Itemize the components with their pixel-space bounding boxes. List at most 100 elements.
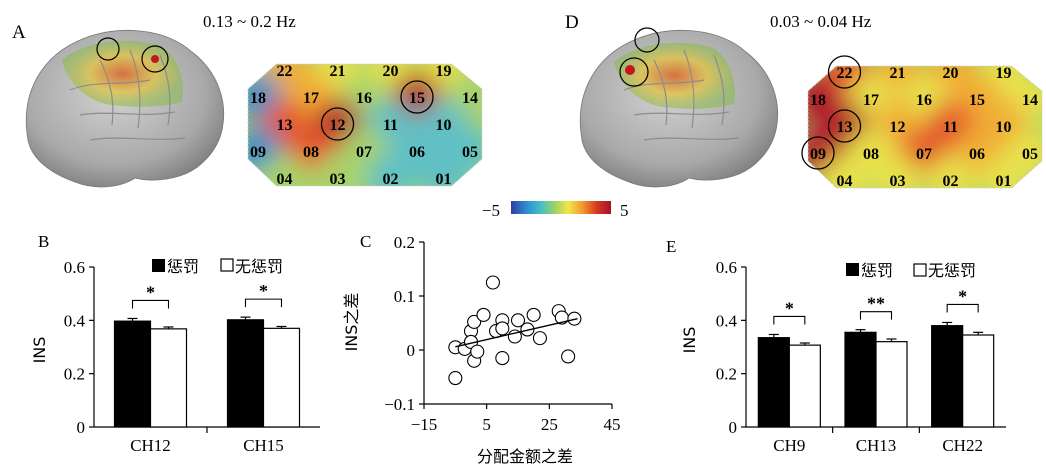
scatter-point-18 <box>526 307 541 322</box>
panel-a-band: 0.13 ~ 0.2 Hz <box>203 12 296 31</box>
channel-label-d-22: 22 <box>837 65 853 82</box>
panel-d: D 0.03 ~ 0.04 Hz 22 21 20 19 18 17 16 15 14 13 12 1… <box>565 12 1043 190</box>
significance-bracket-ch22 <box>946 303 979 313</box>
scatter-point-17 <box>520 322 535 337</box>
channel-label-d-10: 10 <box>996 119 1012 136</box>
brain-d-sulci <box>623 49 740 141</box>
significance-mark-ch13: ** <box>867 294 885 314</box>
channel-label-d-14: 14 <box>1022 92 1038 109</box>
bar-punish-ch9 <box>757 337 790 428</box>
channel-label-a-03: 03 <box>330 171 346 188</box>
bar-no-punish-ch15 <box>262 327 301 428</box>
channel-label-a-13: 13 <box>277 117 293 134</box>
channel-label-d-21: 21 <box>890 65 906 82</box>
panel-b-legend: 惩罚 无惩罚 <box>152 257 283 276</box>
brain-a-hotspot <box>151 55 159 63</box>
bar-no-punish-ch9 <box>788 344 821 428</box>
bar-punish-ch15 <box>226 319 265 428</box>
brain-a <box>25 30 225 188</box>
regression-line <box>455 317 578 348</box>
channel-label-a-22: 22 <box>277 63 293 80</box>
scatter-point-10 <box>485 275 500 290</box>
panel-b-letter: B <box>38 232 49 251</box>
scatter-point-2 <box>448 371 463 386</box>
colorbar: −5 5 <box>482 201 629 220</box>
channel-label-a-09: 09 <box>250 144 266 161</box>
heat-blob-a-ch02 <box>366 154 415 186</box>
significance-bracket-ch13 <box>859 311 893 320</box>
category-label-ch15: CH15 <box>243 436 284 455</box>
brain-d-hotspot <box>625 65 635 75</box>
channel-label-d-01: 01 <box>996 173 1012 190</box>
category-label-ch22: CH22 <box>942 436 983 455</box>
panel-b: B INS 0 0.2 0.4 0.6 * CH12 * CH15 惩罚 无惩罚 <box>30 232 320 455</box>
scatter-point-9 <box>476 307 491 322</box>
y-tick-label: 0.4 <box>64 311 86 330</box>
brain-d-marker-1 <box>634 27 660 53</box>
channel-map-d: 22 21 20 19 18 17 16 15 14 13 12 11 10 09 08 07 06 05 04 03… <box>801 55 1043 190</box>
channel-label-d-07: 07 <box>916 146 932 163</box>
category-label-ch12: CH12 <box>130 436 171 455</box>
scatter-point-23 <box>567 311 582 326</box>
legend-e-punish-label: 惩罚 <box>861 261 893 280</box>
panel-e: E INS 0 0.2 0.4 0.6 * CH9 ** CH13 * CH22 惩罚 无惩罚 <box>666 237 1006 455</box>
legend-b-nopunish-label: 无惩罚 <box>235 257 283 276</box>
legend-b-punish-swatch <box>152 259 165 272</box>
scatter-point-19 <box>532 331 547 346</box>
colorbar-min: −5 <box>482 201 500 220</box>
channel-circle-a-12 <box>320 107 355 141</box>
panel-c-ylabel: INS之差 <box>342 293 361 352</box>
channel-label-a-08: 08 <box>303 144 319 161</box>
y-tick-label: 0.2 <box>716 365 737 384</box>
panel-e-letter: E <box>666 237 676 256</box>
brain-d <box>579 27 779 188</box>
y-tick-label: −0.1 <box>384 395 415 414</box>
significance-mark-ch9: * <box>785 298 794 318</box>
significance-bracket-ch9 <box>773 315 806 325</box>
brain-d-overlay <box>614 42 736 109</box>
heat-blob-d-ch03 <box>873 156 922 188</box>
bar-no-punish-ch13 <box>875 341 908 428</box>
channel-label-d-12: 12 <box>890 119 906 136</box>
y-tick-label: 0.2 <box>64 365 85 384</box>
y-tick-label: 0 <box>729 418 738 437</box>
channel-label-d-09: 09 <box>810 146 826 163</box>
channel-label-a-06: 06 <box>409 144 425 161</box>
x-tick-label: −15 <box>411 415 438 434</box>
channel-label-d-05: 05 <box>1022 146 1038 163</box>
channel-map-a: 22 21 20 19 18 17 16 15 14 13 12 11 10 09 08 07 06 05 04 03… <box>247 63 483 188</box>
panel-e-ylabel: INS <box>680 327 699 354</box>
bar-no-punish-ch22 <box>962 334 995 428</box>
channel-map-a-outline <box>247 63 483 187</box>
panel-a-letter: A <box>12 22 26 43</box>
panel-e-legend: 惩罚 无惩罚 <box>846 261 976 280</box>
category-label-ch9: CH9 <box>773 436 805 455</box>
legend-e-nopunish-label: 无惩罚 <box>928 261 976 280</box>
channel-label-d-18: 18 <box>810 92 826 109</box>
channel-label-a-15: 15 <box>409 90 425 107</box>
panel-b-ylabel: INS <box>30 337 49 364</box>
legend-e-nopunish-swatch <box>913 263 927 277</box>
significance-mark-ch15: * <box>259 281 268 301</box>
x-tick-label: 5 <box>482 415 491 434</box>
scatter-point-14 <box>495 351 510 366</box>
channel-map-d-outline <box>807 65 1043 189</box>
brain-a-marker-1 <box>96 37 120 61</box>
bar-punish-ch12 <box>113 320 152 428</box>
heat-blob-a-ch04 <box>260 154 309 186</box>
channel-label-d-02: 02 <box>943 173 959 190</box>
channel-label-a-17: 17 <box>303 90 319 107</box>
y-tick-label: 0.6 <box>716 258 737 277</box>
category-label-ch13: CH13 <box>856 436 897 455</box>
bar-no-punish-ch12 <box>149 328 188 428</box>
x-tick-label: 45 <box>604 415 621 434</box>
channel-label-a-12: 12 <box>330 117 346 134</box>
channel-label-a-01: 01 <box>436 171 452 188</box>
channel-label-d-17: 17 <box>863 92 879 109</box>
channel-label-d-06: 06 <box>969 146 985 163</box>
y-tick-label: 0 <box>407 341 416 360</box>
channel-label-a-10: 10 <box>436 117 452 134</box>
significance-mark-ch22: * <box>958 286 967 306</box>
channel-label-a-14: 14 <box>462 90 478 107</box>
